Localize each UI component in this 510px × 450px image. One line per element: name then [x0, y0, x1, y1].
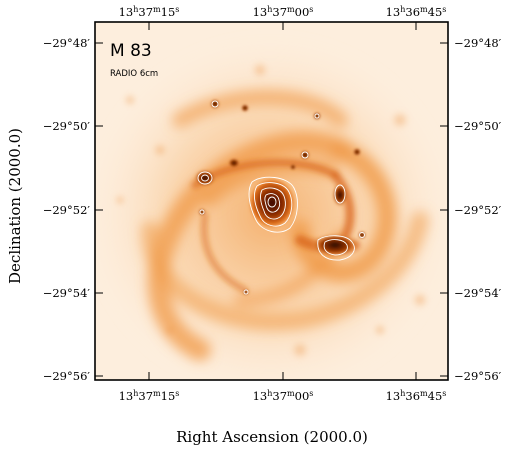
dec-labels-right: −29°48′ −29°50′ −29°52′ −29°54′ −29°56′ [454, 36, 502, 383]
x-axis-title: Right Ascension (2000.0) [176, 428, 368, 446]
ra-ticks [148, 22, 417, 380]
radio-contours [197, 100, 365, 295]
dec-tick-label: −29°48′ [454, 36, 502, 50]
knot-small-4 [353, 148, 361, 156]
dec-tick-label: −29°54′ [454, 286, 502, 300]
dec-tick-label: −29°50′ [454, 119, 502, 133]
dec-tick-label: −29°54′ [43, 286, 91, 300]
ra-tick-label: 13h37m00s [253, 5, 314, 19]
dec-labels-left: −29°48′ −29°50′ −29°52′ −29°54′ −29°56′ [43, 36, 91, 383]
panel-subtitle: RADIO 6cm [110, 69, 158, 79]
dec-tick-label: −29°52′ [454, 203, 502, 217]
ra-tick-label: 13h37m00s [253, 389, 314, 403]
knot-small-7 [290, 164, 296, 170]
knot-small-3 [313, 112, 321, 120]
radio-image [95, 22, 448, 380]
contours-knots [197, 100, 365, 295]
knot-small-2 [241, 104, 249, 112]
y-axis-title: Declination (2000.0) [6, 128, 24, 284]
contours-nucleus [248, 176, 298, 233]
knot-small-1 [210, 99, 220, 109]
plot-frame [94, 21, 449, 381]
ra-labels-top: 13h37m15s 13h37m00s 13h36m45s [119, 5, 447, 19]
spiral-arms [141, 89, 429, 361]
knot-upper-right [300, 150, 310, 160]
knot-southwest-bar [311, 233, 359, 257]
knot-small-5 [198, 208, 206, 216]
ra-tick-label: 13h37m15s [119, 389, 180, 403]
diffuse-emission [114, 61, 429, 360]
panel-title: M 83 [110, 41, 152, 61]
ra-tick-label: 13h37m15s [119, 5, 180, 19]
knot-upper [228, 158, 240, 168]
ra-tick-label: 13h36m45s [386, 389, 447, 403]
dec-tick-label: −29°48′ [43, 36, 91, 50]
dec-tick-label: −29°52′ [43, 203, 91, 217]
dec-ticks [95, 42, 448, 377]
dec-tick-label: −29°50′ [43, 119, 91, 133]
ra-tick-label: 13h36m45s [386, 5, 447, 19]
dec-tick-label: −29°56′ [43, 369, 91, 383]
ra-labels-bottom: 13h37m15s 13h37m00s 13h36m45s [119, 389, 447, 403]
knot-west-arm [194, 169, 216, 187]
dec-tick-label: −29°56′ [454, 369, 502, 383]
